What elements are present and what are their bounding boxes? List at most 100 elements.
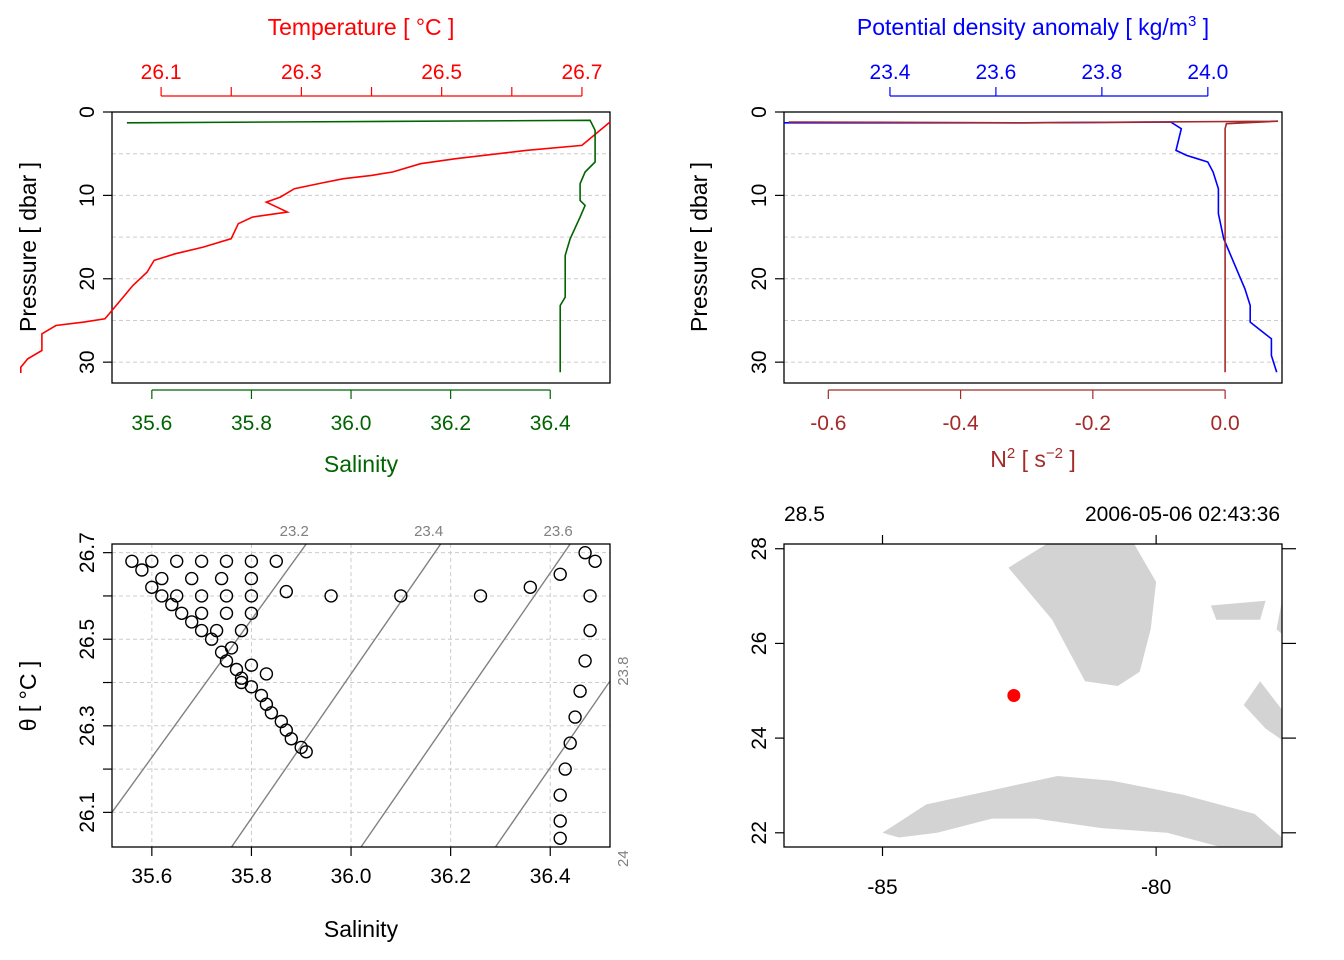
ts-point — [473, 589, 488, 603]
isopycnal-label: 23.8 — [615, 656, 632, 685]
top-tick-label: 24.0 — [1187, 61, 1228, 84]
bottom-tick-label: 36.0 — [331, 412, 372, 435]
isopycnal-label: 24 — [615, 850, 632, 867]
bottom-tick-label: -0.2 — [1075, 412, 1111, 435]
ts-point — [558, 762, 572, 776]
ts-point — [234, 671, 249, 685]
y-tick-label: 26.3 — [76, 705, 99, 746]
ts-point — [573, 684, 587, 698]
ts-point — [563, 736, 577, 750]
ts-point — [269, 554, 283, 568]
top-tick-label: 26.5 — [421, 61, 462, 84]
ts-point — [155, 589, 169, 603]
isopycnal-line — [112, 544, 307, 813]
y-tick-label: 26.5 — [76, 619, 99, 660]
ts-point — [155, 571, 169, 586]
ts-point — [578, 546, 592, 560]
top-axis-title: Temperature [ °C ] — [268, 14, 455, 40]
land-polygon — [1276, 600, 1282, 634]
ts-point — [578, 654, 592, 668]
panel-ts-diagram: 23.2 23.4 23.6 23.8 24 35.6 35.8 36.0 36.2 36.4 2… — [15, 523, 834, 942]
y-axis-title: Pressure [ dbar ] — [686, 162, 712, 332]
ts-point — [174, 606, 189, 620]
ts-point — [194, 623, 209, 638]
ts-point — [588, 554, 602, 568]
bottom-axis-title: Salinity — [324, 451, 399, 477]
panel-density-profile: 0 10 20 30 23.4 23.6 23.8 24.0 -0.6 -0.4 -0.2 0.0 P… — [686, 13, 1283, 472]
ts-point — [279, 584, 293, 599]
isopycnal-label: 23.6 — [544, 523, 573, 540]
ts-point — [214, 571, 229, 586]
lon-tick-label: -80 — [1141, 876, 1171, 899]
ts-point — [125, 554, 139, 568]
ts-point — [145, 580, 159, 594]
ts-point — [219, 654, 234, 668]
y-tick-label: 20 — [76, 267, 99, 290]
land-polygon — [1243, 681, 1282, 741]
ts-point — [244, 589, 259, 603]
ts-point — [219, 589, 234, 603]
y-tick-label: 0 — [748, 106, 771, 118]
panel-ts-profile: 0 10 20 30 26.1 26.3 26.5 26.7 35.6 35.8 36.0 36.2 3… — [15, 14, 611, 477]
isopycnal-line — [230, 544, 442, 847]
y-tick-label: 0 — [76, 106, 99, 118]
top-tick-label: 23.4 — [870, 61, 911, 84]
ts-point — [583, 623, 597, 638]
bottom-tick-label: 36.4 — [530, 412, 571, 435]
ts-point — [324, 589, 338, 603]
ts-point — [209, 623, 224, 638]
y-tick-label: 10 — [748, 184, 771, 207]
top-tick-label: 23.8 — [1081, 61, 1122, 84]
x-tick-label: 35.6 — [131, 865, 172, 888]
ts-point — [224, 641, 239, 655]
bottom-axis-title: N2 [ s−2 ] — [990, 445, 1076, 472]
ts-point — [219, 606, 234, 620]
top-axis-title: Potential density anomaly [ kg/m3 ] — [857, 13, 1209, 40]
land-polygon — [1210, 600, 1266, 620]
bottom-tick-label: 0.0 — [1211, 412, 1240, 435]
ts-point — [244, 658, 259, 672]
bottom-tick-label: -0.4 — [942, 412, 979, 435]
y-tick-label: 26.7 — [76, 532, 99, 573]
map-top-left-label: 28.5 — [784, 503, 825, 526]
ts-point — [553, 567, 567, 581]
panel-station-map: -85 -80 22 24 26 28 28.5 2006-05-06 02:43:36 — [748, 503, 1296, 899]
ts-point — [299, 745, 313, 759]
ts-point — [254, 688, 269, 703]
isopycnal-line — [625, 544, 834, 847]
isopycnal-line — [360, 544, 571, 847]
map-timestamp: 2006-05-06 02:43:36 — [1085, 503, 1280, 526]
ts-point — [394, 589, 408, 603]
ts-point — [264, 706, 279, 720]
ts-point — [568, 710, 582, 724]
ts-point — [553, 814, 567, 828]
x-axis-title: Salinity — [324, 916, 399, 942]
series-temperature — [19, 121, 611, 373]
y-tick-label: 26.1 — [76, 792, 99, 833]
ts-point — [523, 580, 537, 594]
map-frame — [783, 543, 1283, 848]
station-marker — [1007, 689, 1021, 702]
bottom-tick-label: -0.6 — [810, 412, 846, 435]
bottom-tick-label: 36.2 — [430, 412, 471, 435]
lon-tick-label: -85 — [867, 876, 897, 899]
ts-point — [145, 554, 159, 568]
bottom-tick-label: 35.8 — [231, 412, 272, 435]
ts-point — [244, 554, 259, 568]
top-tick-label: 26.1 — [141, 61, 182, 84]
plot-frame — [783, 111, 1283, 384]
ts-point — [194, 606, 209, 620]
x-tick-label: 35.8 — [231, 865, 272, 888]
series-n2 — [788, 120, 1279, 373]
ts-point — [583, 589, 597, 603]
ts-point — [184, 615, 199, 629]
ts-point — [284, 732, 298, 746]
lat-tick-label: 28 — [748, 537, 771, 560]
y-tick-label: 30 — [76, 350, 99, 373]
ts-point — [259, 667, 274, 681]
isopycnal-label: 23.2 — [280, 523, 309, 540]
y-tick-label: 10 — [76, 184, 99, 207]
x-tick-label: 36.0 — [331, 865, 372, 888]
ts-point — [194, 589, 209, 603]
